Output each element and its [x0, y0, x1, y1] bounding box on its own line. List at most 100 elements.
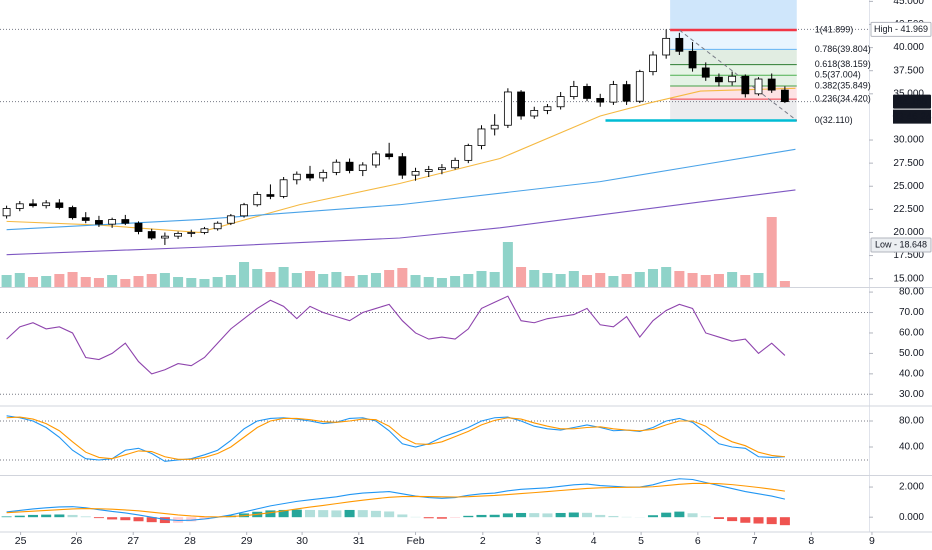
- histogram-bar: [779, 517, 790, 526]
- candle-body: [68, 207, 77, 219]
- candle-body: [424, 169, 433, 172]
- volume-bar: [661, 267, 672, 287]
- candle-body: [609, 84, 618, 103]
- histogram-bar: [93, 517, 104, 519]
- candle-body: [543, 106, 552, 111]
- histogram-bar: [555, 512, 566, 518]
- histogram-bar: [727, 517, 738, 522]
- fib-label: 0.236(34.420): [815, 94, 871, 104]
- x-tick-label: 5: [638, 535, 644, 547]
- low-label-box: [870, 237, 932, 253]
- histogram-bar: [331, 510, 342, 518]
- x-tick-label: 3: [535, 535, 541, 547]
- volume-bar: [740, 275, 751, 287]
- volume-bar: [436, 278, 447, 287]
- histogram-bar: [450, 517, 461, 518]
- candle-body: [42, 202, 51, 207]
- candle-body: [226, 215, 235, 224]
- line-series: [6, 478, 786, 522]
- y-tick-label: 40.00: [899, 368, 924, 379]
- candle-body: [292, 173, 301, 181]
- high-label: High - 41.969: [874, 24, 928, 34]
- histogram-bar: [146, 517, 157, 523]
- fib-label: 0(32.110): [815, 115, 853, 125]
- volume-bar: [186, 278, 197, 287]
- volume-bar: [582, 275, 593, 287]
- countdown-box: [893, 109, 931, 124]
- fib-band: [670, 64, 797, 76]
- candle-body: [160, 235, 169, 239]
- candle-body: [55, 202, 64, 208]
- volume-bar: [727, 272, 738, 287]
- volume-bar: [291, 273, 302, 287]
- volume-bar: [555, 274, 566, 287]
- candle-body: [372, 153, 380, 166]
- volume-bar: [331, 272, 342, 287]
- candle-body: [187, 232, 196, 234]
- histogram-bar: [120, 517, 131, 521]
- histogram-bar: [713, 517, 724, 519]
- candle-body: [213, 222, 222, 230]
- x-tick-label: 28: [184, 535, 196, 547]
- histogram-bar: [542, 513, 553, 518]
- volume-bar: [713, 274, 724, 287]
- histogram-bar: [647, 515, 658, 518]
- volume-bar: [621, 274, 632, 287]
- histogram-bar: [265, 510, 276, 518]
- volume-bar: [239, 262, 250, 287]
- candle-body: [398, 156, 407, 176]
- histogram-bar: [766, 517, 777, 525]
- volume-bar: [384, 270, 395, 287]
- histogram-bar: [582, 512, 593, 518]
- y-tick-label: 40.00: [899, 442, 924, 453]
- histogram-bar: [199, 517, 210, 520]
- x-tick-label: 26: [71, 535, 83, 547]
- histogram-bar: [502, 513, 513, 518]
- fib-label: 1(41.899): [815, 24, 854, 34]
- candle-body: [662, 37, 671, 56]
- last-price: 34.155: [897, 96, 928, 107]
- volume-bar: [54, 274, 65, 287]
- candle-body: [451, 159, 460, 169]
- histogram-bar: [186, 517, 197, 522]
- volume-bar: [120, 279, 131, 287]
- y-tick-label: 30.000: [893, 135, 924, 146]
- volume-bar: [529, 270, 540, 287]
- histogram-bar: [344, 509, 355, 518]
- candle-body: [332, 161, 341, 173]
- histogram-bar: [133, 517, 144, 522]
- y-tick-label: 17.500: [893, 250, 924, 261]
- histogram-bar: [80, 516, 91, 518]
- fib-band: [670, 30, 797, 50]
- y-tick-label: 35.000: [893, 88, 924, 99]
- y-tick-label: 80.00: [899, 416, 924, 427]
- histogram-bar: [278, 509, 289, 518]
- plot-area: [0, 0, 869, 526]
- volume-bar: [252, 269, 263, 287]
- fib-label: 0.382(35.849): [815, 80, 871, 90]
- line-series: [6, 148, 796, 231]
- histogram-bar: [687, 513, 698, 518]
- x-tick-label: 25: [15, 535, 27, 547]
- candle-body: [253, 194, 262, 206]
- candle-body: [464, 145, 473, 161]
- candle-body: [503, 91, 512, 126]
- volume-bar: [27, 277, 38, 287]
- histogram-bar: [423, 517, 434, 519]
- volume-bar: [212, 277, 223, 287]
- candle-body: [29, 203, 37, 207]
- volume-bar: [700, 275, 711, 287]
- fib-band: [670, 49, 797, 65]
- volume-bar: [265, 272, 276, 287]
- volume-bar: [647, 269, 658, 287]
- candle-body: [530, 110, 539, 117]
- histogram-bar: [476, 514, 487, 518]
- histogram-bar: [674, 511, 685, 518]
- line-series: [6, 87, 796, 234]
- histogram-bar: [357, 510, 368, 518]
- volume-bar: [80, 277, 91, 287]
- histogram-bar: [753, 517, 764, 524]
- volume-bar: [370, 273, 381, 287]
- histogram-bar: [27, 514, 38, 518]
